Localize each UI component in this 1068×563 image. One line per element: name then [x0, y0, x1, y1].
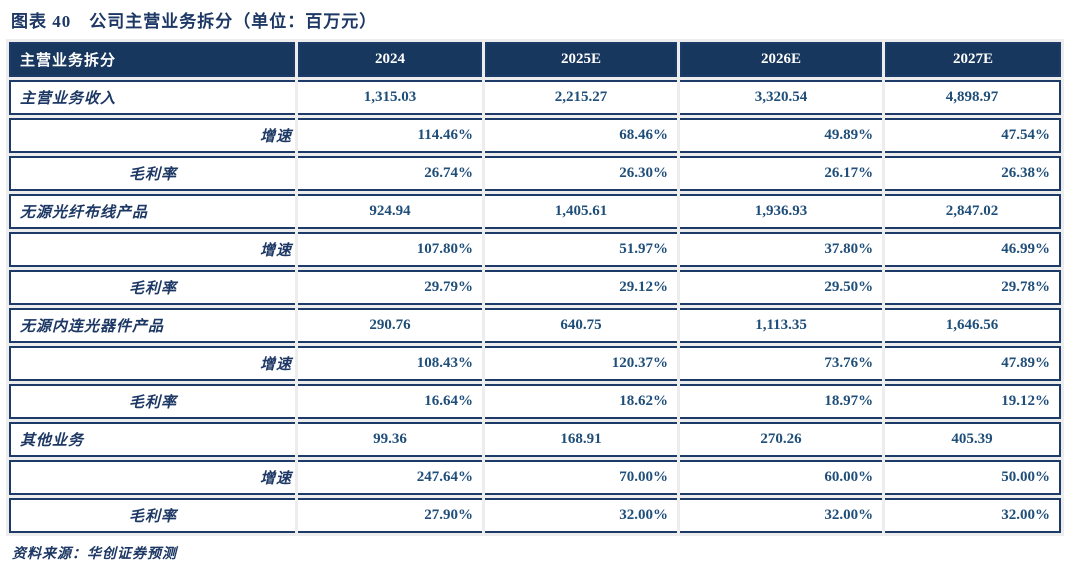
value-cell: 1,113.35 [679, 308, 883, 343]
value-cell: 68.46% [484, 118, 677, 153]
value-cell: 99.36 [298, 422, 482, 457]
value-cell: 26.30% [484, 156, 677, 191]
value-cell: 114.46% [298, 118, 482, 153]
value-cell: 19.12% [885, 384, 1061, 419]
value-cell: 37.80% [679, 232, 883, 267]
table-row: 毛利率 27.90% 32.00% 32.00% 32.00% [9, 498, 1061, 533]
value-cell: 168.91 [484, 422, 677, 457]
value-cell: 26.74% [298, 156, 482, 191]
value-cell: 2,215.27 [484, 80, 677, 115]
row-label-growth: 增速 [9, 118, 296, 153]
header-cell-category: 主营业务拆分 [9, 42, 296, 77]
business-breakdown-table: 主营业务拆分 2024 2025E 2026E 2027E 主营业务收入 1,315.03… [6, 39, 1064, 536]
value-cell: 46.99% [885, 232, 1061, 267]
value-cell: 32.00% [885, 498, 1061, 533]
table-row: 其他业务 99.36 168.91 270.26 405.39 [9, 422, 1061, 457]
figure-title: 图表 40 公司主营业务拆分（单位：百万元） [11, 12, 378, 31]
value-cell: 60.00% [679, 460, 883, 495]
value-cell: 16.64% [298, 384, 482, 419]
row-label-main: 主营业务收入 [9, 80, 296, 115]
value-cell: 29.79% [298, 270, 482, 305]
row-label-growth: 增速 [9, 232, 296, 267]
row-label-margin: 毛利率 [9, 156, 296, 191]
value-cell: 49.89% [679, 118, 883, 153]
value-cell: 18.97% [679, 384, 883, 419]
table-row: 无源内连光器件产品 290.76 640.75 1,113.35 1,646.56 [9, 308, 1061, 343]
row-label-growth: 增速 [9, 460, 296, 495]
table-body: 主营业务收入 1,315.03 2,215.27 3,320.54 4,898.97 增速… [9, 80, 1061, 533]
row-label-margin: 毛利率 [9, 384, 296, 419]
value-cell: 247.64% [298, 460, 482, 495]
value-cell: 405.39 [885, 422, 1061, 457]
value-cell: 32.00% [679, 498, 883, 533]
value-cell: 120.37% [484, 346, 677, 381]
table-row: 毛利率 26.74% 26.30% 26.17% 26.38% [9, 156, 1061, 191]
table-row: 毛利率 16.64% 18.62% 18.97% 19.12% [9, 384, 1061, 419]
table-row: 增速 107.80% 51.97% 37.80% 46.99% [9, 232, 1061, 267]
value-cell: 26.17% [679, 156, 883, 191]
value-cell: 18.62% [484, 384, 677, 419]
value-cell: 70.00% [484, 460, 677, 495]
value-cell: 108.43% [298, 346, 482, 381]
row-label-main: 无源内连光器件产品 [9, 308, 296, 343]
source-note: 资料来源：华创证券预测 [12, 547, 177, 562]
table-header-row: 主营业务拆分 2024 2025E 2026E 2027E [9, 42, 1061, 77]
value-cell: 924.94 [298, 194, 482, 229]
row-label-margin: 毛利率 [9, 498, 296, 533]
value-cell: 107.80% [298, 232, 482, 267]
value-cell: 1,315.03 [298, 80, 482, 115]
value-cell: 73.76% [679, 346, 883, 381]
row-label-main: 无源光纤布线产品 [9, 194, 296, 229]
table-row: 增速 247.64% 70.00% 60.00% 50.00% [9, 460, 1061, 495]
table-row: 无源光纤布线产品 924.94 1,405.61 1,936.93 2,847.02 [9, 194, 1061, 229]
report-figure: 图表 40 公司主营业务拆分（单位：百万元） 主营业务拆分 2024 2025E 20… [6, 12, 1064, 562]
value-cell: 47.54% [885, 118, 1061, 153]
value-cell: 1,405.61 [484, 194, 677, 229]
table-row: 毛利率 29.79% 29.12% 29.50% 29.78% [9, 270, 1061, 305]
value-cell: 47.89% [885, 346, 1061, 381]
header-cell-2026E: 2026E [679, 42, 883, 77]
header-cell-2024: 2024 [298, 42, 482, 77]
value-cell: 1,936.93 [679, 194, 883, 229]
value-cell: 290.76 [298, 308, 482, 343]
value-cell: 32.00% [484, 498, 677, 533]
value-cell: 26.38% [885, 156, 1061, 191]
value-cell: 2,847.02 [885, 194, 1061, 229]
value-cell: 640.75 [484, 308, 677, 343]
row-label-main: 其他业务 [9, 422, 296, 457]
value-cell: 51.97% [484, 232, 677, 267]
value-cell: 27.90% [298, 498, 482, 533]
row-label-margin: 毛利率 [9, 270, 296, 305]
value-cell: 29.78% [885, 270, 1061, 305]
header-cell-2027E: 2027E [885, 42, 1061, 77]
value-cell: 270.26 [679, 422, 883, 457]
table-row: 增速 114.46% 68.46% 49.89% 47.54% [9, 118, 1061, 153]
row-label-growth: 增速 [9, 346, 296, 381]
value-cell: 1,646.56 [885, 308, 1061, 343]
value-cell: 29.50% [679, 270, 883, 305]
table-row: 增速 108.43% 120.37% 73.76% 47.89% [9, 346, 1061, 381]
value-cell: 29.12% [484, 270, 677, 305]
value-cell: 4,898.97 [885, 80, 1061, 115]
value-cell: 3,320.54 [679, 80, 883, 115]
value-cell: 50.00% [885, 460, 1061, 495]
header-cell-2025E: 2025E [484, 42, 677, 77]
table-row: 主营业务收入 1,315.03 2,215.27 3,320.54 4,898.97 [9, 80, 1061, 115]
